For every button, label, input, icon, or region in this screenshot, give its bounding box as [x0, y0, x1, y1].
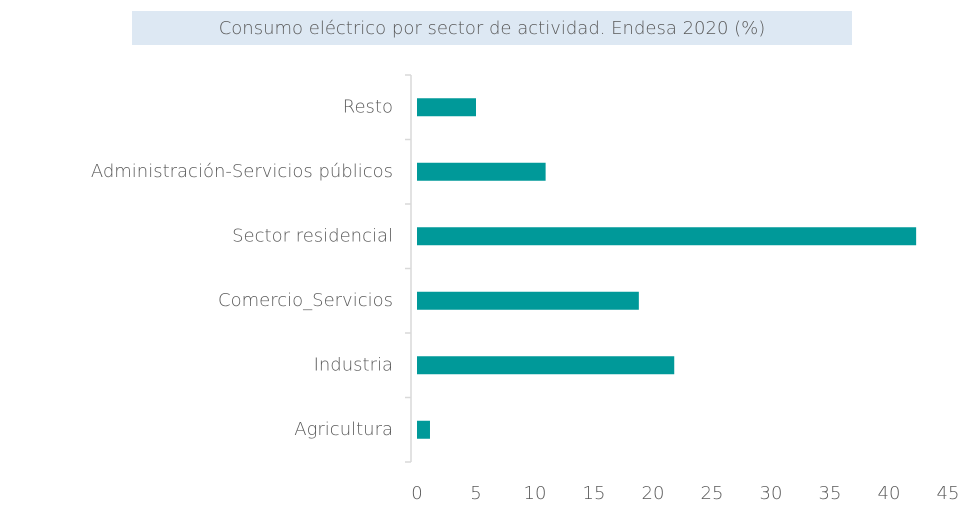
- y-tick-label: Resto: [343, 96, 393, 117]
- y-tick-label: Sector residencial: [232, 225, 393, 246]
- x-tick-label: 25: [701, 483, 724, 504]
- bar: [417, 420, 430, 439]
- y-tick-label: Agricultura: [294, 419, 393, 440]
- x-tick-label: 15: [583, 483, 606, 504]
- chart-title: Consumo eléctrico por sector de activida…: [219, 18, 766, 39]
- x-tick-label: 35: [819, 483, 842, 504]
- x-tick-label: 5: [470, 483, 481, 504]
- x-tick-label: 0: [411, 483, 422, 504]
- bar: [417, 291, 639, 310]
- x-tick-label: 40: [878, 483, 901, 504]
- x-tick-label: 30: [760, 483, 783, 504]
- bar: [417, 227, 917, 246]
- y-tick-label: Industria: [314, 354, 393, 375]
- x-tick-label: 10: [524, 483, 547, 504]
- bar: [417, 356, 675, 375]
- bar: [417, 162, 546, 181]
- x-tick-label: 20: [642, 483, 665, 504]
- bar: [417, 98, 476, 117]
- y-tick-label: Comercio_Servicios: [218, 290, 393, 311]
- x-tick-label: 45: [937, 483, 960, 504]
- title-background: [132, 11, 852, 45]
- y-tick-label: Administración-Servicios públicos: [91, 161, 393, 182]
